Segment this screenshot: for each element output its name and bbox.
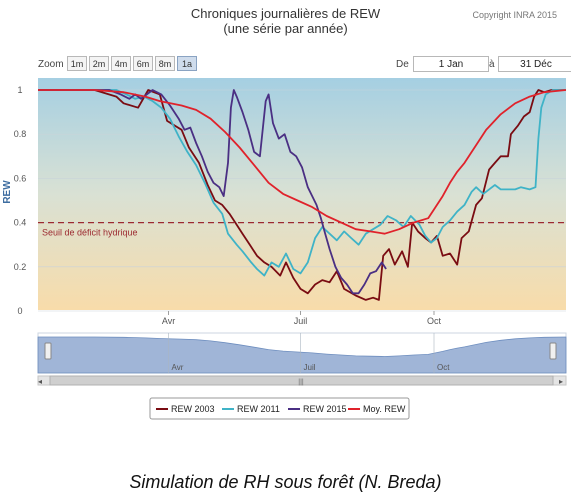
- chart-title-line1: Chroniques journalières de REW: [190, 6, 381, 21]
- scrollbar-thumb[interactable]: [49, 375, 554, 386]
- copyright-text: Copyright INRA 2015: [472, 10, 557, 20]
- range-from-label: De: [396, 59, 409, 70]
- series-line-moy-rew: [38, 89, 566, 235]
- legend-item-label[interactable]: REW 2011: [237, 404, 280, 414]
- y-tick-label: 0: [17, 306, 22, 316]
- chart-subtitle: (une série par année): [223, 21, 348, 36]
- chart-title: Chroniques journalières de REW (une séri…: [0, 6, 571, 36]
- threshold-label: Seuil de déficit hydrique: [42, 228, 138, 238]
- zoom-button-6m[interactable]: 6m: [133, 56, 153, 71]
- zoom-button-1m[interactable]: 1m: [67, 56, 87, 71]
- series-line-rew-2015: [38, 89, 387, 295]
- navigator-tick-label: Avr: [172, 363, 184, 372]
- series-line-rew-2003: [38, 89, 566, 301]
- y-tick-label: 0.8: [14, 129, 27, 139]
- navigator-tick-label: Oct: [437, 363, 450, 372]
- navigator-handle-left[interactable]: [44, 342, 52, 360]
- y-tick-label: 1: [17, 85, 22, 95]
- range-to-label: à: [489, 59, 495, 70]
- zoom-button-1a[interactable]: 1a: [177, 56, 197, 71]
- scroll-left-arrow-icon[interactable]: ◂: [38, 377, 42, 386]
- scroll-right-arrow-icon[interactable]: ▸: [559, 377, 563, 386]
- series-line-rew-2011: [38, 89, 566, 277]
- legend-item-label[interactable]: REW 2015: [303, 404, 347, 414]
- x-tick-label: Oct: [427, 316, 442, 326]
- scroll-grip-icon[interactable]: |||: [298, 379, 304, 386]
- legend-item-label[interactable]: REW 2003: [171, 404, 215, 414]
- navigator-handle-right[interactable]: [549, 342, 557, 360]
- plot-background: [38, 78, 566, 310]
- y-axis-label: REW: [2, 180, 13, 204]
- legend-item-label[interactable]: Moy. REW: [363, 404, 406, 414]
- y-tick-label: 0.2: [14, 262, 27, 272]
- zoom-button-4m[interactable]: 4m: [111, 56, 131, 71]
- zoom-label: Zoom: [38, 59, 64, 70]
- rew-chart: 0 0.2 0.4 0.6 0.8 1 Avr Juil Oct REW Seuil de d…: [2, 78, 567, 420]
- navigator[interactable]: Avr Juil Oct ◂ ▸ |||: [37, 332, 567, 386]
- y-tick-label: 0.4: [14, 218, 27, 228]
- range-from-input[interactable]: 1 Jan: [413, 56, 489, 72]
- zoom-button-2m[interactable]: 2m: [89, 56, 109, 71]
- zoom-button-8m[interactable]: 8m: [155, 56, 175, 71]
- x-tick-label: Avr: [162, 316, 175, 326]
- y-tick-label: 0.6: [14, 173, 27, 183]
- legend-box: [149, 397, 410, 420]
- x-tick-label: Juil: [294, 316, 308, 326]
- navigator-tick-label: Juil: [304, 363, 316, 372]
- range-to-input[interactable]: 31 Déc: [498, 56, 571, 72]
- figure-caption: Simulation de RH sous forêt (N. Breda): [129, 472, 442, 492]
